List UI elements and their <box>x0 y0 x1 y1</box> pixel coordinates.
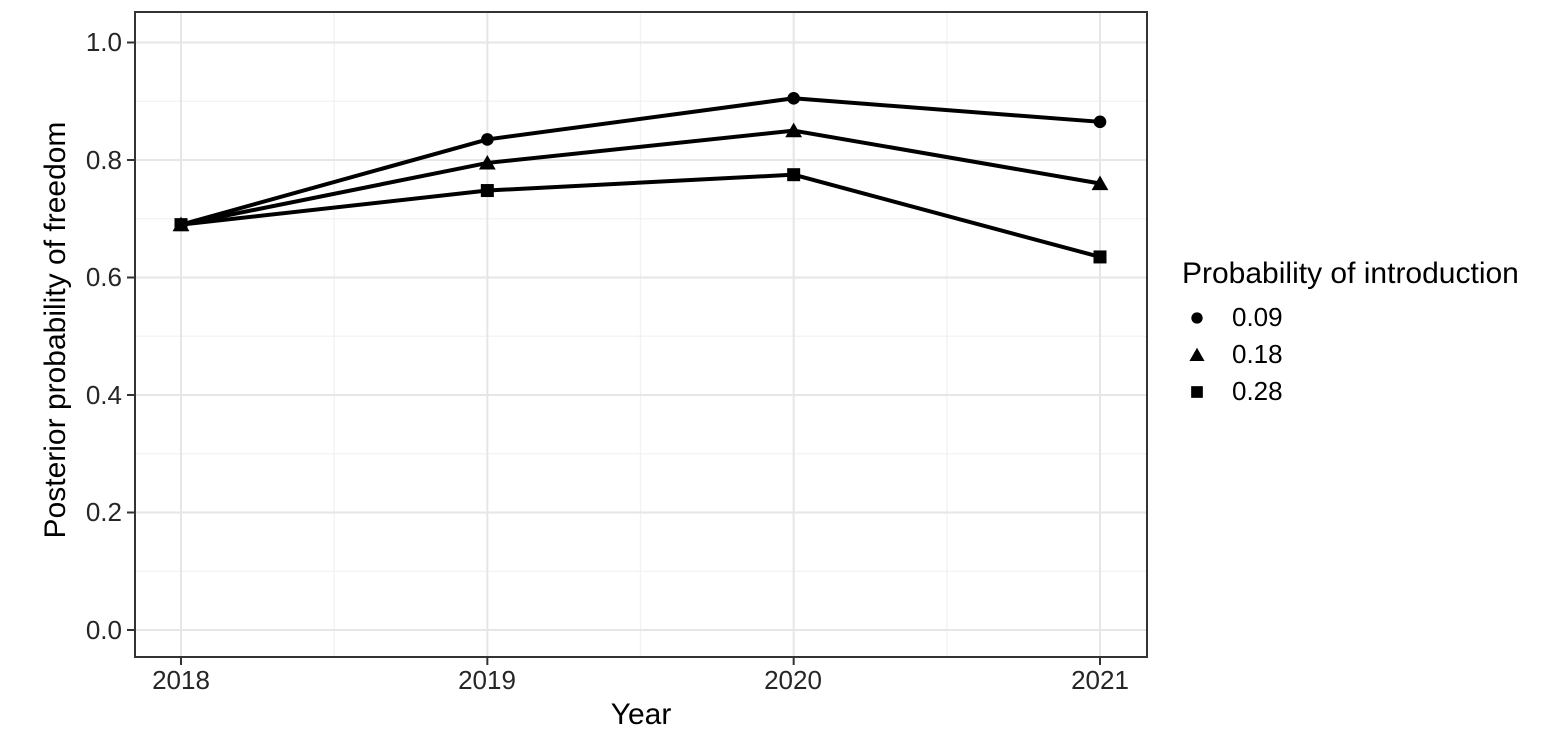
data-point-square <box>1093 250 1107 264</box>
series-line-0.28 <box>180 172 1101 259</box>
legend-item: 0.28 <box>1182 373 1519 410</box>
x-tick-label: 2018 <box>152 665 210 695</box>
legend: Probability of introduction 0.09 0.18 0.… <box>1182 256 1519 410</box>
x-axis-title: Year <box>610 698 672 731</box>
circle-marker-icon <box>1182 308 1212 328</box>
data-point-circle <box>1093 115 1107 129</box>
y-tick-label: 1.0 <box>85 27 122 57</box>
data-point-circle <box>481 133 494 146</box>
series-line-0.09 <box>180 96 1101 227</box>
data-point-square <box>787 168 801 182</box>
data-point-circle <box>787 92 800 105</box>
series-line-0.18 <box>180 128 1101 227</box>
x-tick-label: 2021 <box>1071 665 1129 695</box>
legend-triangle-shape <box>1189 347 1205 361</box>
circle-glyph <box>1191 311 1203 324</box>
legend-square-shape <box>1191 385 1203 398</box>
y-tick-label: 0.4 <box>85 380 122 410</box>
y-tick-label: 0.6 <box>85 262 122 292</box>
panel-border <box>134 11 1148 658</box>
legend-item: 0.09 <box>1182 299 1519 336</box>
triangle-glyph <box>1189 347 1205 361</box>
series-markers-0.28 <box>174 168 1107 264</box>
data-point-square <box>174 218 188 232</box>
square-glyph <box>1191 385 1203 398</box>
legend-label: 0.28 <box>1232 376 1283 406</box>
legend-circle-shape <box>1191 311 1203 324</box>
legend-label: 0.18 <box>1232 339 1283 369</box>
square-marker-icon <box>1182 382 1212 402</box>
legend-title: Probability of introduction <box>1182 257 1519 290</box>
y-tick-label: 0.2 <box>85 497 122 527</box>
x-tick-label: 2019 <box>458 665 516 695</box>
data-point-triangle <box>478 154 496 170</box>
data-point-square <box>480 184 494 198</box>
triangle-marker-icon <box>1182 345 1212 365</box>
x-tick-label: 2020 <box>764 665 822 695</box>
y-tick-label: 0.8 <box>85 145 122 175</box>
data-point-triangle <box>1091 175 1109 191</box>
legend-item: 0.18 <box>1182 336 1519 373</box>
y-tick-label: 0.0 <box>85 615 122 645</box>
data-point-triangle <box>785 122 803 138</box>
legend-label: 0.09 <box>1232 302 1283 332</box>
